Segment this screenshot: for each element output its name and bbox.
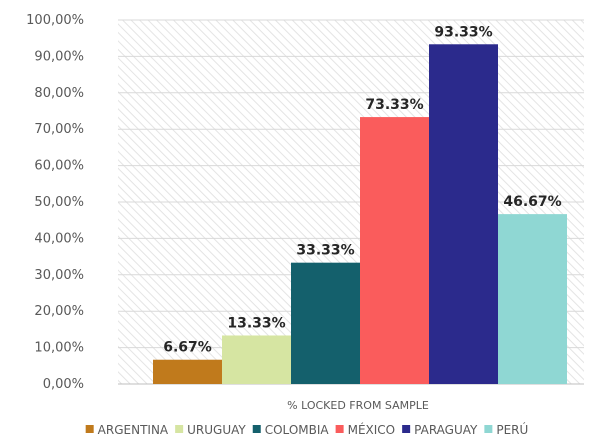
- y-tick-label: 90,00%: [34, 49, 84, 64]
- legend-item-2: COLOMBIA: [252, 423, 330, 437]
- y-tick-label: 50,00%: [34, 195, 84, 210]
- legend: ARGENTINA URUGUAY COLOMBIA MÉXICO PARAGUAY PE…: [85, 422, 528, 437]
- legend-label: COLOMBIA: [265, 423, 330, 437]
- y-tick-label: 80,00%: [34, 86, 84, 101]
- y-tick-label: 70,00%: [34, 122, 84, 137]
- legend-label: MÉXICO: [348, 422, 396, 437]
- data-labels: 6.67% 13.33% 33.33% 73.33% 93.33% 46.67%: [163, 24, 561, 355]
- y-tick-label: 10,00%: [34, 341, 84, 356]
- legend-swatch: [484, 425, 493, 433]
- bar-1: [222, 335, 291, 384]
- y-tick-label: 30,00%: [34, 268, 84, 283]
- data-label: 73.33%: [365, 97, 423, 113]
- x-axis-label: % LOCKED FROM SAMPLE: [287, 399, 429, 412]
- legend-item-1: URUGUAY: [175, 423, 246, 437]
- bar-0: [153, 359, 222, 384]
- legend-item-5: PERÚ: [484, 422, 528, 437]
- legend-item-0: ARGENTINA: [85, 423, 169, 437]
- legend-label: PARAGUAY: [414, 423, 478, 437]
- legend-item-4: PARAGUAY: [402, 423, 478, 437]
- y-tick-label: 100,00%: [26, 13, 84, 28]
- y-tick-label: 60,00%: [34, 159, 84, 174]
- y-axis-ticks: 0,00% 10,00% 20,00% 30,00% 40,00% 50,00% 60,00…: [26, 13, 84, 392]
- bar-2: [291, 262, 360, 384]
- data-label: 6.67%: [163, 340, 212, 356]
- legend-label: URUGUAY: [187, 423, 246, 437]
- legend-swatch: [335, 425, 344, 433]
- legend-swatch: [252, 425, 261, 433]
- data-label: 13.33%: [227, 315, 285, 331]
- legend-swatch: [402, 425, 411, 433]
- legend-label: PERÚ: [496, 422, 528, 437]
- legend-swatch: [85, 425, 94, 433]
- data-label: 93.33%: [434, 24, 492, 40]
- bar-3: [360, 117, 429, 384]
- legend-item-3: MÉXICO: [335, 422, 396, 437]
- legend-swatch: [175, 425, 184, 433]
- legend-label: ARGENTINA: [98, 423, 169, 437]
- y-tick-label: 20,00%: [34, 304, 84, 319]
- y-tick-label: 0,00%: [43, 377, 84, 392]
- data-label: 33.33%: [296, 243, 354, 259]
- bars: [153, 44, 567, 384]
- bar-5: [498, 214, 567, 384]
- y-tick-label: 40,00%: [34, 231, 84, 246]
- data-label: 46.67%: [503, 194, 561, 210]
- bar-4: [429, 44, 498, 384]
